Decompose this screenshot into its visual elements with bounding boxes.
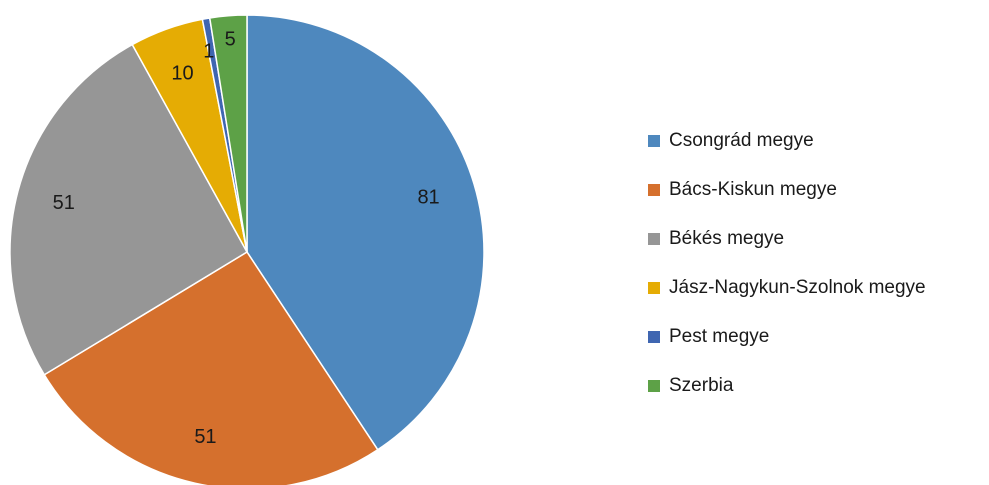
data-label-szerbia: 5 <box>225 28 236 50</box>
legend-swatch-szerbia <box>648 379 660 392</box>
pie-slice-szerbia <box>208 14 248 253</box>
data-label-bekes-megye: 51 <box>53 192 75 214</box>
data-label-jasz-nagykun-szolnok-megye: 10 <box>171 63 193 85</box>
data-label-bacs-kiskun-megye: 51 <box>194 426 216 448</box>
legend-label-jasz-nagykun-szolnok-megye: Jász-Nagykun-Szolnok megye <box>669 276 926 298</box>
data-label-pest-megye: 1 <box>203 40 214 62</box>
legend-label-bekes-megye: Békés megye <box>669 227 785 249</box>
pie-slice-bacs-kiskun-megye <box>43 251 379 485</box>
pie-slices <box>9 14 485 485</box>
legend-item-szerbia: Szerbia <box>648 361 926 410</box>
legend-item-jasz-nagykun-szolnok-megye: Jász-Nagykun-Szolnok megye <box>648 263 926 312</box>
legend-swatch-csongrad-megye <box>648 134 660 147</box>
data-label-csongrad-megye: 81 <box>417 186 439 208</box>
legend-swatch-bekes-megye <box>648 232 660 245</box>
pie-slice-bekes-megye <box>9 43 248 376</box>
legend-label-szerbia: Szerbia <box>669 374 734 396</box>
legend-item-csongrad-megye: Csongrád megye <box>648 116 926 165</box>
legend-item-bekes-megye: Békés megye <box>648 214 926 263</box>
legend-label-csongrad-megye: Csongrád megye <box>669 129 814 151</box>
legend-swatch-jasz-nagykun-szolnok-megye <box>648 281 660 294</box>
legend-swatch-bacs-kiskun-megye <box>648 183 660 196</box>
pie-data-labels: 81 51 51 10 15 <box>53 28 440 448</box>
legend-swatch-pest-megye <box>648 330 660 343</box>
legend-label-pest-megye: Pest megye <box>669 325 770 347</box>
legend-label-bacs-kiskun-megye: Bács-Kiskun megye <box>669 178 837 200</box>
legend: Csongrád megye Bács-Kiskun megye Békés meg… <box>648 116 926 410</box>
legend-item-bacs-kiskun-megye: Bács-Kiskun megye <box>648 165 926 214</box>
legend-item-pest-megye: Pest megye <box>648 312 926 361</box>
